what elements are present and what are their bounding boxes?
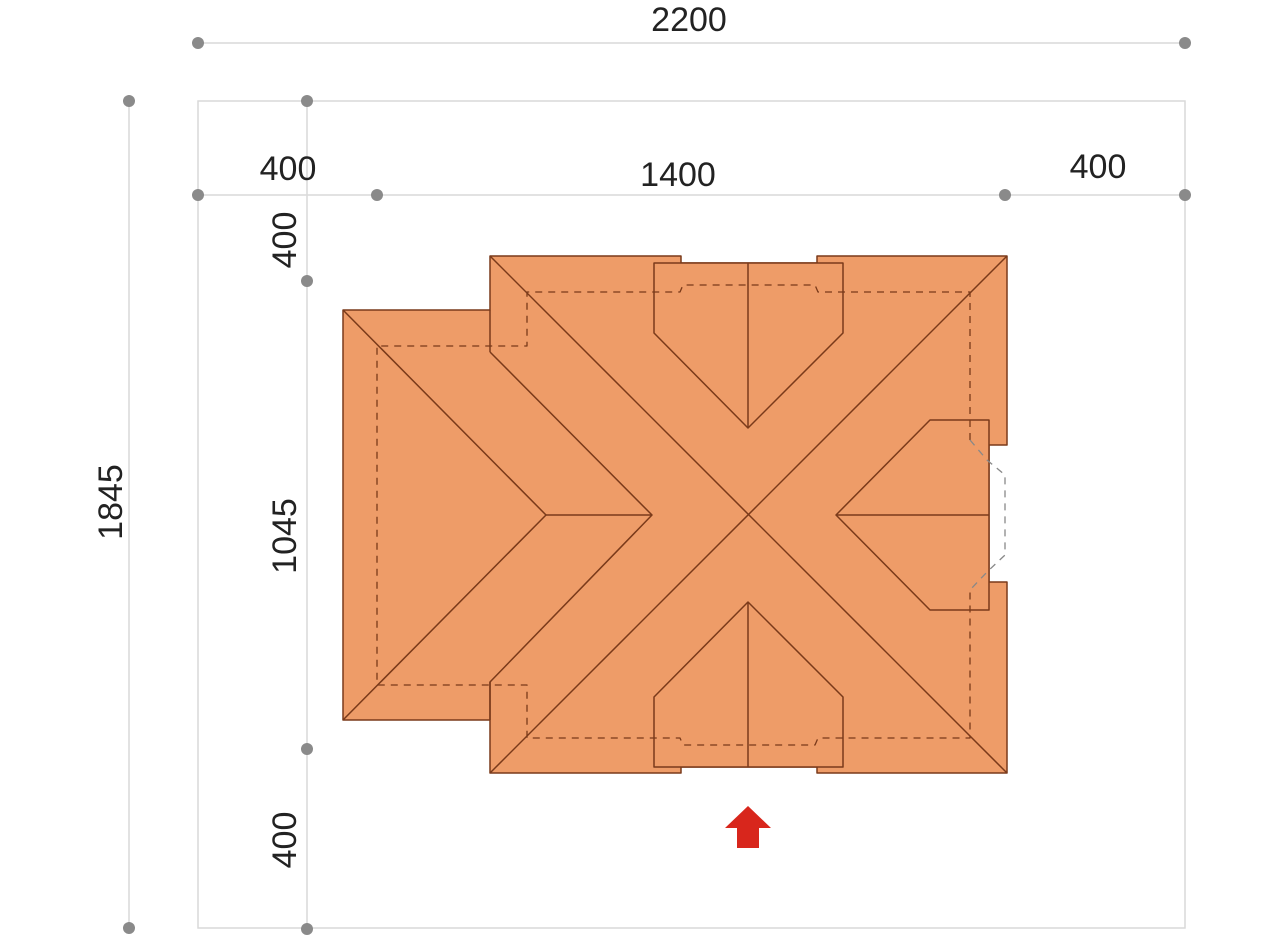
overall-depth-label: 1845	[92, 464, 130, 540]
roof-outline	[342, 255, 1008, 774]
dimension-lines	[128, 42, 1186, 929]
right-setback-label: 400	[1070, 148, 1127, 186]
arrow-up-icon	[725, 806, 771, 848]
building-width-label: 1400	[640, 156, 716, 194]
rear-setback-label: 400	[266, 812, 304, 869]
wall-outline	[376, 284, 971, 746]
dimension-dots	[123, 37, 1191, 935]
overall-width-label: 2200	[651, 1, 727, 39]
front-setback-label: 400	[266, 212, 304, 269]
plot-boundary	[197, 100, 1186, 929]
roof	[342, 255, 1008, 774]
left-setback-label: 400	[260, 150, 317, 188]
building-depth-label: 1045	[266, 498, 304, 574]
